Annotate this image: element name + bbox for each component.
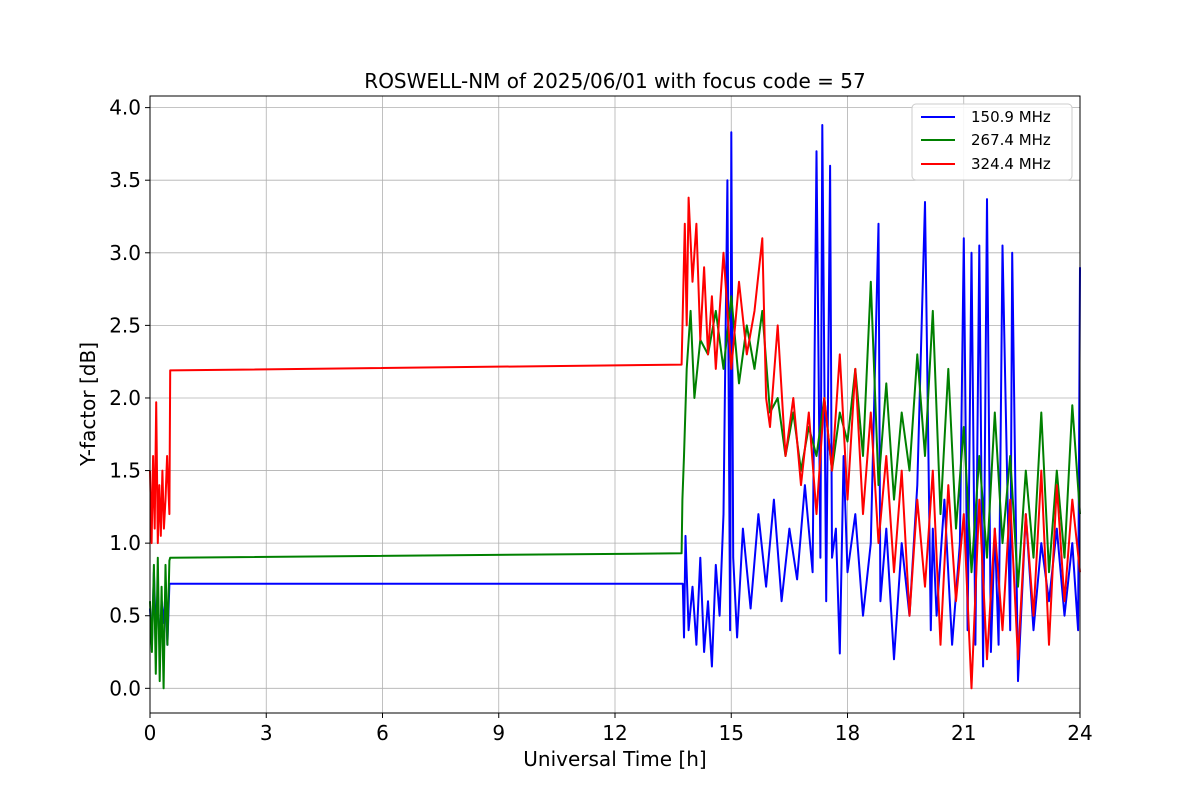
x-tick-label: 6 xyxy=(376,721,389,745)
x-tick-label: 24 xyxy=(1067,721,1092,745)
y-tick-label: 0.0 xyxy=(109,676,141,700)
legend-box xyxy=(911,103,1073,181)
y-tick-label: 0.5 xyxy=(109,604,141,628)
series-line-2 xyxy=(149,196,1081,690)
y-tick-label: 3.5 xyxy=(109,168,141,192)
y-axis-label: Y-factor [dB] xyxy=(76,342,100,467)
x-tick-label: 12 xyxy=(602,721,627,745)
legend-label-1: 267.4 MHz xyxy=(971,131,1051,149)
legend: 150.9 MHz 267.4 MHz 324.4 MHz xyxy=(911,103,1073,181)
axis-ticks: 0 3 6 9 12 15 18 21 24 0.0 0.5 1.0 1.5 2.0 2.5 3.0 3.5 4.… xyxy=(109,96,1093,745)
x-tick-label: 15 xyxy=(719,721,744,745)
series-line-1 xyxy=(149,280,1081,690)
y-tick-label: 1.5 xyxy=(109,459,141,483)
x-tick-label: 0 xyxy=(144,721,157,745)
legend-label-0: 150.9 MHz xyxy=(971,108,1051,126)
x-tick-label: 3 xyxy=(260,721,273,745)
chart-title: ROSWELL-NM of 2025/06/01 with focus code… xyxy=(364,69,865,93)
x-tick-label: 18 xyxy=(835,721,860,745)
y-tick-label: 2.5 xyxy=(109,313,141,337)
x-tick-label: 21 xyxy=(951,721,976,745)
series-line-0 xyxy=(149,124,1081,683)
y-tick-label: 1.0 xyxy=(109,531,141,555)
legend-label-2: 324.4 MHz xyxy=(971,155,1051,173)
y-tick-label: 4.0 xyxy=(109,96,141,120)
y-tick-label: 2.0 xyxy=(109,386,141,410)
x-axis-label: Universal Time [h] xyxy=(523,747,706,771)
x-tick-label: 9 xyxy=(492,721,505,745)
y-tick-label: 3.0 xyxy=(109,241,141,265)
series-lines xyxy=(149,124,1081,690)
